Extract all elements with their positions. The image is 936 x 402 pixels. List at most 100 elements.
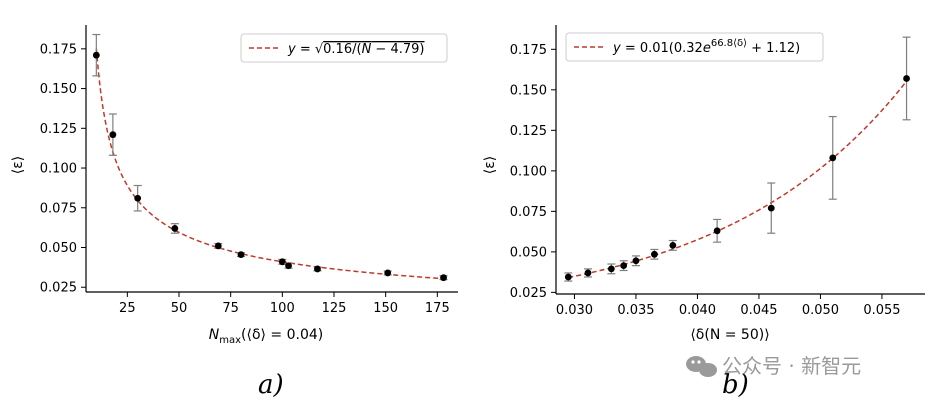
data-point-b: [828, 115, 837, 200]
x-axis-label-b: ⟨δ(N = 50)⟩: [690, 327, 769, 343]
x-tick-label-a: 125: [322, 301, 347, 316]
data-point-a: [108, 113, 117, 156]
y-tick-label-b: 0.150: [510, 83, 547, 98]
point-marker-a: [134, 194, 142, 202]
point-marker-a: [237, 251, 245, 259]
y-tick-a: 0.050: [40, 241, 86, 256]
data-points-b: [564, 36, 911, 282]
data-point-b: [607, 263, 616, 275]
point-marker-a: [285, 262, 292, 270]
point-marker-b: [607, 265, 615, 273]
y-tick-b: 0.050: [510, 245, 556, 260]
y-tick-label-a: 0.150: [40, 82, 77, 97]
watermark: 公众号 · 新智元: [686, 354, 861, 378]
x-tick-b: 0.055: [863, 294, 901, 318]
data-point-b: [583, 268, 592, 278]
data-points-a: [92, 33, 448, 282]
x-tick-a: 25: [119, 292, 136, 316]
data-point-a: [439, 274, 448, 282]
data-point-a: [133, 184, 142, 212]
point-marker-b: [564, 273, 572, 281]
legend-box-a: [240, 33, 448, 63]
x-tick-a: 175: [425, 292, 450, 316]
legend-a: y = √0.16/(N − 4.79): [240, 33, 448, 63]
point-marker-b: [829, 154, 837, 162]
fit-line-b: [568, 80, 908, 279]
y-tick-label-a: 0.175: [40, 42, 77, 57]
y-tick-a: 0.125: [40, 122, 86, 137]
point-marker-a: [278, 258, 286, 266]
watermark-text: 公众号 · 新智元: [722, 354, 861, 378]
fit-curve-b: [568, 80, 908, 279]
y-tick-a: 0.100: [40, 162, 86, 177]
y-tick-label-b: 0.125: [510, 124, 547, 139]
x-tick-a: 75: [222, 292, 239, 316]
axes-a: 25 50 75 100 125 150 175 0.025 0.050 0.075 0.100 0.…: [40, 25, 458, 316]
y-tick-label-b: 0.075: [510, 205, 547, 220]
y-tick-a: 0.175: [40, 42, 86, 57]
point-marker-a: [171, 225, 179, 232]
y-tick-a: 0.075: [40, 201, 86, 216]
wechat-icon: [686, 356, 717, 377]
point-marker-b: [713, 227, 721, 235]
y-tick-label-a: 0.025: [40, 281, 77, 296]
y-tick-label-a: 0.075: [40, 201, 77, 216]
y-tick-label-b: 0.100: [510, 164, 547, 179]
data-point-a: [170, 223, 179, 234]
point-marker-a: [109, 131, 117, 139]
x-tick-label-a: 50: [171, 301, 188, 316]
fit-line-a: [95, 48, 444, 280]
legend-label-b: y = 0.01(0.32e66.8⟨δ⟩ + 1.12): [612, 38, 800, 56]
x-tick-label-b: 0.050: [802, 303, 839, 318]
x-tick-a: 150: [373, 292, 398, 316]
legend-b: y = 0.01(0.32e66.8⟨δ⟩ + 1.12): [565, 32, 824, 62]
y-tick-b: 0.125: [510, 124, 556, 139]
y-axis-label-a: ⟨ε⟩: [10, 156, 26, 175]
data-point-a: [278, 258, 287, 266]
point-marker-a: [440, 274, 447, 282]
panel-label-a: a): [258, 370, 284, 400]
y-tick-b: 0.150: [510, 83, 556, 98]
point-marker-a: [214, 242, 222, 250]
data-point-b: [619, 260, 628, 272]
y-tick-label-b: 0.025: [510, 286, 547, 301]
x-axis-label-a: Nmax(⟨δ⟩ = 0.04): [209, 327, 324, 346]
point-marker-b: [651, 250, 658, 258]
x-tick-label-a: 150: [373, 301, 398, 316]
data-point-a: [284, 262, 293, 270]
point-marker-a: [314, 265, 321, 273]
point-marker-b: [632, 257, 640, 265]
x-tick-label-b: 0.035: [617, 303, 654, 318]
y-tick-b: 0.175: [510, 43, 556, 58]
point-marker-a: [92, 51, 100, 59]
y-tick-a: 0.150: [40, 82, 86, 97]
y-tick-label-a: 0.100: [40, 162, 77, 177]
x-tick-label-a: 100: [270, 301, 295, 316]
axes-b: 0.030 0.035 0.040 0.045 0.050 0.055 0.025 0.050…: [510, 25, 925, 318]
x-tick-label-b: 0.055: [863, 303, 900, 318]
y-tick-label-a: 0.050: [40, 241, 77, 256]
y-tick-b: 0.025: [510, 286, 556, 301]
x-tick-label-b: 0.040: [679, 303, 716, 318]
x-tick-label-a: 75: [222, 301, 239, 316]
data-point-b: [564, 272, 573, 282]
data-point-b: [713, 218, 722, 243]
data-point-a: [214, 242, 223, 250]
point-marker-b: [669, 241, 677, 249]
y-axis-label-b: ⟨ε⟩: [482, 156, 498, 175]
data-point-b: [668, 239, 677, 251]
x-tick-b: 0.035: [617, 294, 655, 318]
point-marker-b: [584, 269, 592, 277]
x-tick-b: 0.045: [740, 294, 778, 318]
y-tick-label-b: 0.175: [510, 43, 547, 58]
data-point-a: [383, 269, 392, 277]
point-marker-a: [384, 269, 392, 277]
x-tick-b: 0.030: [556, 294, 593, 318]
x-tick-a: 125: [322, 292, 347, 316]
panel-label-b: b): [722, 370, 749, 400]
x-tick-label-a: 25: [119, 301, 136, 316]
data-point-a: [92, 33, 101, 77]
x-tick-a: 50: [171, 292, 188, 316]
y-tick-b: 0.100: [510, 164, 556, 179]
x-tick-label-b: 0.045: [740, 303, 777, 318]
